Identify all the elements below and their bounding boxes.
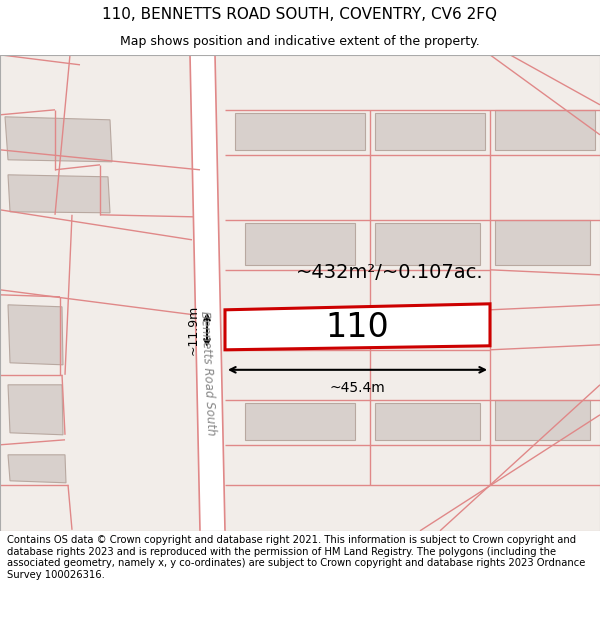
Text: Contains OS data © Crown copyright and database right 2021. This information is : Contains OS data © Crown copyright and d… <box>7 535 586 580</box>
Polygon shape <box>495 400 590 440</box>
Polygon shape <box>245 402 355 440</box>
Polygon shape <box>495 110 595 150</box>
Text: Bennetts Road South: Bennetts Road South <box>198 310 218 436</box>
Polygon shape <box>8 455 66 482</box>
Polygon shape <box>375 402 480 440</box>
Text: 110: 110 <box>326 311 389 344</box>
Polygon shape <box>235 112 365 150</box>
Polygon shape <box>8 385 63 435</box>
Text: ~432m²/~0.107ac.: ~432m²/~0.107ac. <box>296 263 484 282</box>
Polygon shape <box>5 117 112 162</box>
Text: ~45.4m: ~45.4m <box>329 381 385 395</box>
Polygon shape <box>190 55 225 531</box>
Polygon shape <box>375 222 480 265</box>
Text: ~11.9m: ~11.9m <box>187 304 199 355</box>
Polygon shape <box>245 222 355 265</box>
Text: Map shows position and indicative extent of the property.: Map shows position and indicative extent… <box>120 35 480 48</box>
Polygon shape <box>8 175 110 213</box>
Text: 110, BENNETTS ROAD SOUTH, COVENTRY, CV6 2FQ: 110, BENNETTS ROAD SOUTH, COVENTRY, CV6 … <box>103 8 497 22</box>
Polygon shape <box>225 304 490 350</box>
Polygon shape <box>8 305 63 365</box>
Polygon shape <box>375 112 485 150</box>
Polygon shape <box>495 220 590 265</box>
